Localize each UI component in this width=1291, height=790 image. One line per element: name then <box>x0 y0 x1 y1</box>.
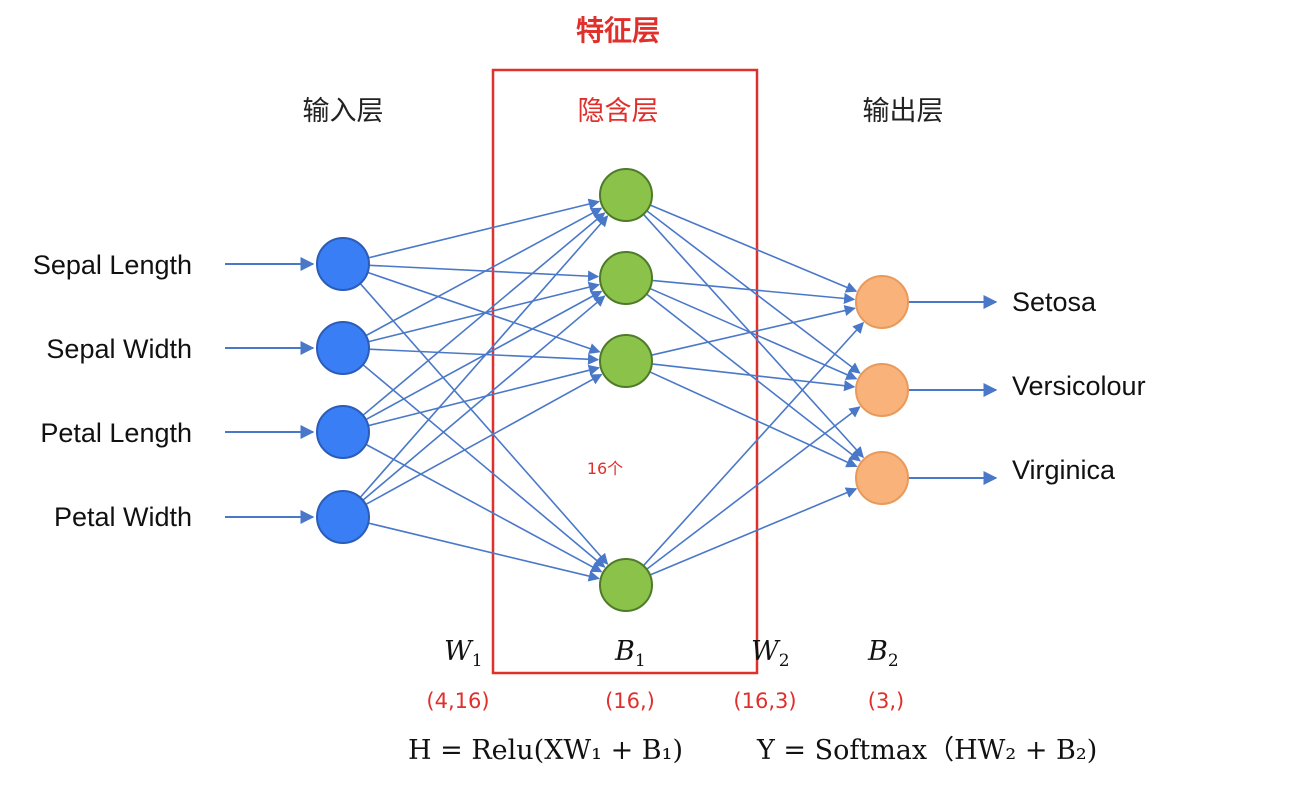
connection-edge <box>651 279 856 305</box>
param-b2-shape: (3,) <box>868 689 904 713</box>
input-label-petal-width: Petal Width <box>54 502 192 532</box>
hidden-count-label: 16个 <box>587 459 623 478</box>
connection-edge <box>368 198 600 259</box>
connection-edge <box>368 522 600 582</box>
input-label-petal-length: Petal Length <box>40 418 192 448</box>
connection-edge <box>367 271 601 354</box>
connection-edge <box>362 295 606 501</box>
input-node <box>316 237 370 291</box>
connection-edge <box>649 487 858 576</box>
connection-edge <box>642 321 864 567</box>
output-node <box>855 275 909 329</box>
input-node <box>316 490 370 544</box>
param-b2-symbol: B2 <box>867 636 899 671</box>
hidden-node <box>599 334 653 388</box>
connection-edge <box>368 348 600 365</box>
output-label-virginica: Virginica <box>1012 455 1116 485</box>
output-label-versicolour: Versicolour <box>1012 371 1146 401</box>
output-node <box>855 363 909 417</box>
network-nodes <box>316 168 909 612</box>
input-layer-label: 输入层 <box>303 96 384 127</box>
connection-edge <box>642 213 864 459</box>
input-node <box>316 321 370 375</box>
connection-edge <box>365 373 603 506</box>
connection-edge <box>368 281 600 343</box>
connection-edge <box>365 207 603 337</box>
hidden-layer-label: 隐含层 <box>578 96 659 127</box>
hidden-formula: H = Relu(XW₁ + B₁) <box>408 735 683 766</box>
connection-edges <box>359 198 864 582</box>
connection-edge <box>649 204 858 293</box>
output-layer-label: 输出层 <box>863 96 944 127</box>
connection-edge <box>368 364 600 427</box>
connection-edge <box>359 282 609 565</box>
input-node <box>316 405 370 459</box>
connection-edge <box>649 371 858 468</box>
hidden-node <box>599 168 653 222</box>
param-b1-symbol: B1 <box>614 636 646 671</box>
param-w1-symbol: W1 <box>444 636 483 671</box>
param-b1-shape: (16,) <box>605 689 655 713</box>
output-label-setosa: Setosa <box>1012 287 1097 317</box>
connection-edge <box>362 364 606 568</box>
connection-edge <box>359 215 609 498</box>
input-label-sepal-length: Sepal Length <box>33 250 192 280</box>
param-w2-shape: (16,3) <box>733 689 796 713</box>
connection-edge <box>365 443 603 573</box>
connection-edge <box>651 363 856 392</box>
connection-edge <box>368 264 600 282</box>
feature-layer-title: 特征层 <box>576 14 660 47</box>
output-node <box>855 451 909 505</box>
connection-edge <box>646 210 861 374</box>
hidden-node <box>599 251 653 305</box>
connection-edge <box>362 212 606 416</box>
hidden-node <box>599 558 653 612</box>
feature-layer-box <box>491 68 759 675</box>
connection-edge <box>651 305 856 356</box>
connection-edge <box>649 287 858 380</box>
param-w2-symbol: W2 <box>751 636 790 671</box>
input-arrows <box>225 257 315 524</box>
connection-edge <box>365 290 603 421</box>
input-label-sepal-width: Sepal Width <box>46 334 192 364</box>
connection-edge <box>646 406 861 570</box>
param-w1-shape: (4,16) <box>426 689 489 713</box>
connection-edge <box>645 293 861 462</box>
output-formula: Y = Softmax（HW₂ + B₂) <box>756 735 1097 766</box>
output-arrows <box>909 295 998 485</box>
